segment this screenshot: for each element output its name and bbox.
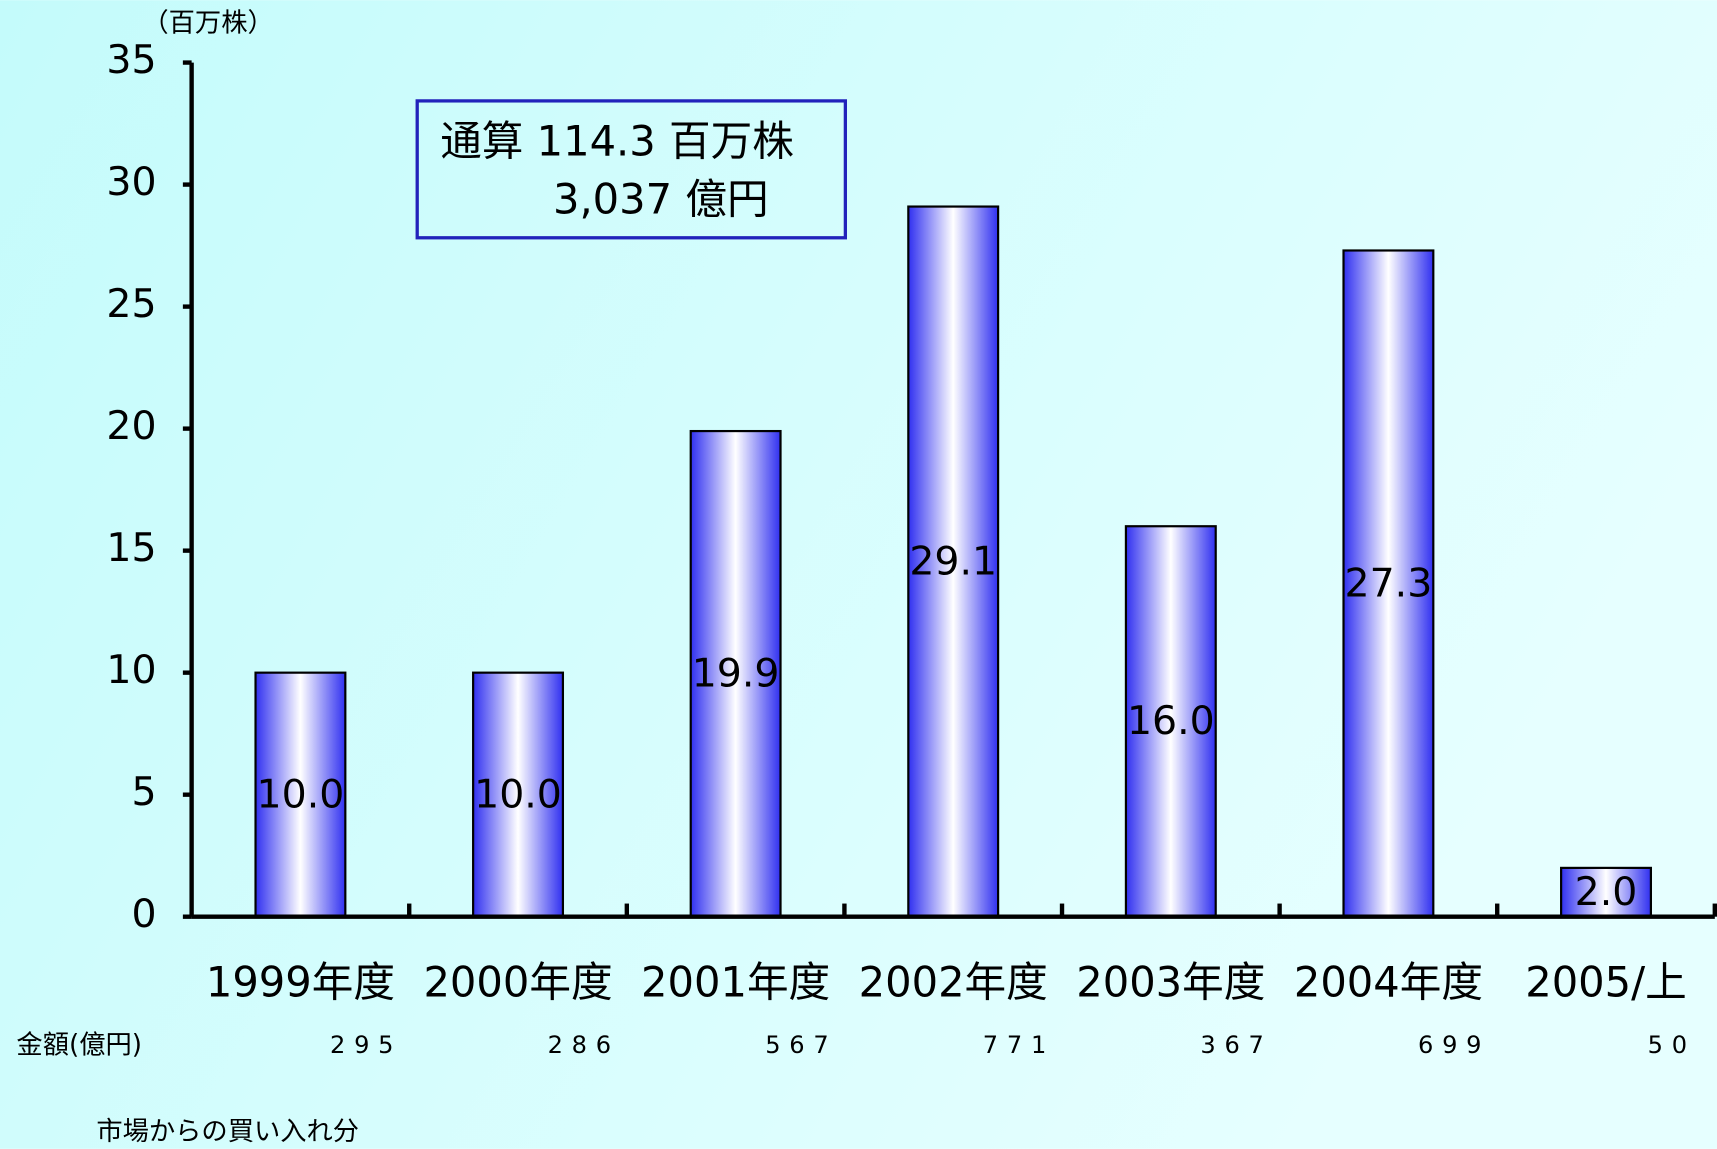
y-tick-label: 20 — [106, 403, 156, 449]
unit-label: （百万株） — [142, 9, 273, 39]
x-tick-label: 2005/上 — [1525, 958, 1687, 1007]
annotation: 通算 114.3 百万株 — [440, 117, 794, 166]
amount-value: 50 — [1648, 1031, 1696, 1059]
bar — [1342, 249, 1435, 918]
amount-value: 367 — [1200, 1031, 1272, 1059]
value-label: 29.1 — [909, 538, 997, 584]
x-tick-label: 2000年度 — [423, 958, 612, 1007]
x-tick-label: 2002年度 — [859, 958, 1048, 1007]
y-tick-label: 10 — [106, 647, 156, 693]
amount-value: 567 — [765, 1031, 837, 1059]
value-label: 16.0 — [1127, 698, 1215, 744]
amount-value: 699 — [1418, 1031, 1490, 1059]
value-label: 27.3 — [1345, 560, 1433, 606]
amount-value: 286 — [548, 1031, 620, 1059]
value-label: 19.9 — [692, 651, 780, 697]
value-label: 10.0 — [257, 771, 345, 817]
y-tick-label: 0 — [132, 891, 157, 937]
y-tick-label: 15 — [106, 525, 156, 571]
y-tick-label: 5 — [132, 769, 157, 815]
bar — [689, 429, 782, 918]
amount-value: 295 — [330, 1031, 402, 1059]
y-tick-label: 35 — [106, 37, 156, 83]
bar — [1560, 866, 1653, 918]
bar — [907, 205, 1000, 918]
annotation-box — [415, 99, 848, 240]
footnote: 市場からの買い入れ分 — [96, 1117, 359, 1147]
value-label: 10.0 — [474, 771, 562, 817]
x-tick-label: 1999年度 — [206, 958, 395, 1007]
x-tick-label: 2003年度 — [1076, 958, 1265, 1007]
x-tick-label: 2004年度 — [1294, 958, 1483, 1007]
x-tick-label: 2001年度 — [641, 958, 830, 1007]
annotation: 3,037 億円 — [553, 175, 769, 224]
value-label: 2.0 — [1575, 869, 1638, 915]
y-tick-label: 30 — [106, 159, 156, 205]
amount-value: 771 — [983, 1031, 1055, 1059]
y-tick-label: 25 — [106, 281, 156, 327]
amount-label: 金額(億円) — [16, 1030, 142, 1060]
